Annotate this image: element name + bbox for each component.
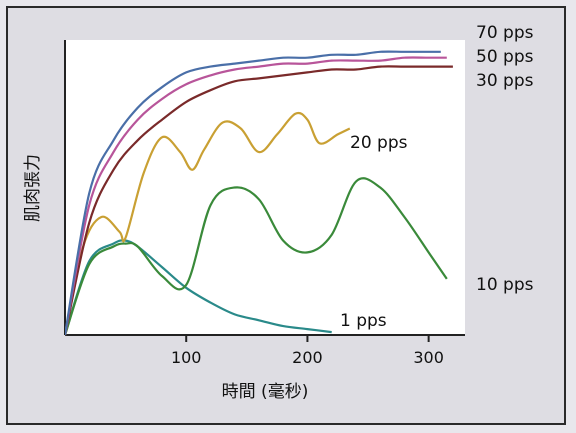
x-axis-label: 時間 (毫秒) [222,382,309,402]
series-label-10-pps: 10 pps [476,275,534,295]
y-axis-label: 肌肉張力 [23,154,43,222]
series-label-1-pps: 1 pps [340,311,387,331]
x-tick-label: 300 [413,348,444,367]
series-line-70-pps [65,50,441,336]
series-line-1-pps [65,239,332,336]
plot-area [65,40,465,335]
series-label-30-pps: 30 pps [476,71,534,91]
series-line-10-pps [65,177,448,336]
x-tick-label: 100 [171,348,202,367]
series-labels: 70 pps 50 pps 30 pps 20 pps 10 pps 1 pps [340,23,534,331]
series-line-50-pps [65,56,447,336]
series-label-20-pps: 20 pps [350,133,408,153]
series-line-20-pps [65,111,351,336]
series-label-70-pps: 70 pps [476,23,534,43]
series-line-30-pps [65,65,453,336]
x-tick-label: 200 [292,348,323,367]
series-lines [65,50,453,336]
series-label-50-pps: 50 pps [476,47,534,67]
x-ticks: 100 200 300 [171,335,444,367]
